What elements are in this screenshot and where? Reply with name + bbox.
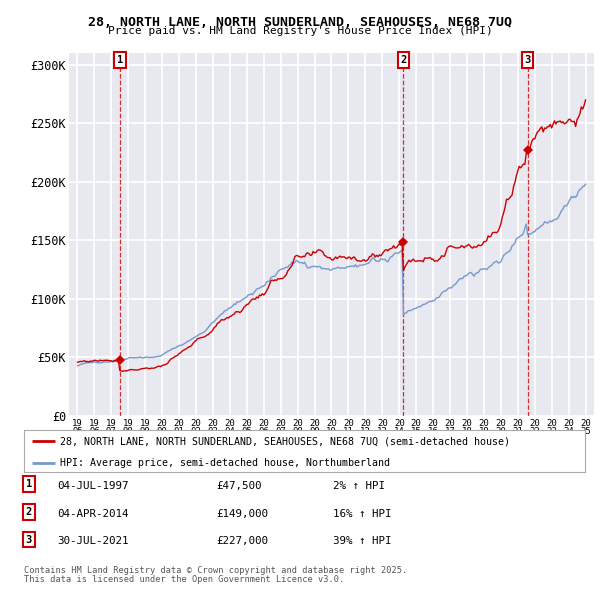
Text: 04-APR-2014: 04-APR-2014 (57, 509, 128, 519)
Text: £149,000: £149,000 (216, 509, 268, 519)
Text: Price paid vs. HM Land Registry's House Price Index (HPI): Price paid vs. HM Land Registry's House … (107, 26, 493, 36)
Text: 28, NORTH LANE, NORTH SUNDERLAND, SEAHOUSES, NE68 7UQ: 28, NORTH LANE, NORTH SUNDERLAND, SEAHOU… (88, 16, 512, 29)
Text: 1: 1 (26, 479, 32, 489)
Text: £47,500: £47,500 (216, 481, 262, 491)
Text: 28, NORTH LANE, NORTH SUNDERLAND, SEAHOUSES, NE68 7UQ (semi-detached house): 28, NORTH LANE, NORTH SUNDERLAND, SEAHOU… (61, 437, 511, 447)
Text: Contains HM Land Registry data © Crown copyright and database right 2025.: Contains HM Land Registry data © Crown c… (24, 566, 407, 575)
Text: 3: 3 (26, 535, 32, 545)
Text: 39% ↑ HPI: 39% ↑ HPI (333, 536, 392, 546)
Text: 3: 3 (524, 55, 531, 65)
Text: 04-JUL-1997: 04-JUL-1997 (57, 481, 128, 491)
Text: 2% ↑ HPI: 2% ↑ HPI (333, 481, 385, 491)
Text: 2: 2 (400, 55, 407, 65)
Text: £227,000: £227,000 (216, 536, 268, 546)
Text: 1: 1 (116, 55, 123, 65)
Text: 2: 2 (26, 507, 32, 517)
Text: HPI: Average price, semi-detached house, Northumberland: HPI: Average price, semi-detached house,… (61, 458, 391, 468)
Text: This data is licensed under the Open Government Licence v3.0.: This data is licensed under the Open Gov… (24, 575, 344, 584)
Text: 16% ↑ HPI: 16% ↑ HPI (333, 509, 392, 519)
Text: 30-JUL-2021: 30-JUL-2021 (57, 536, 128, 546)
